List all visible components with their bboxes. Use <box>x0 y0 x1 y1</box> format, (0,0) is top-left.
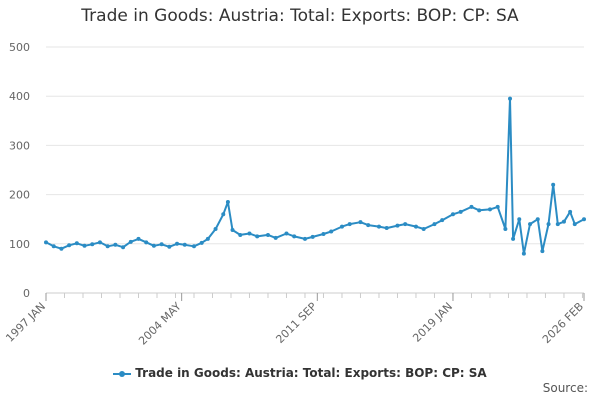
data-point <box>458 209 463 214</box>
data-point <box>265 232 270 237</box>
y-tick-label: 300 <box>9 139 30 152</box>
gridlines <box>46 46 584 245</box>
legend[interactable]: Trade in Goods: Austria: Total: Exports:… <box>0 366 600 380</box>
data-point <box>159 242 164 247</box>
data-point <box>121 245 126 250</box>
data-point <box>568 209 573 214</box>
data-point <box>213 227 218 232</box>
series-line <box>45 97 585 255</box>
data-point <box>136 236 141 241</box>
x-tick-label: 2011 SEP <box>273 300 319 346</box>
data-point <box>175 241 180 246</box>
data-point <box>144 240 149 245</box>
data-point <box>395 223 400 228</box>
data-point <box>413 224 418 229</box>
data-point <box>384 226 389 231</box>
data-point <box>582 217 586 222</box>
data-point <box>82 243 87 248</box>
data-point <box>59 246 64 251</box>
data-point <box>511 236 516 241</box>
data-point <box>284 231 289 236</box>
data-point <box>450 212 455 217</box>
source-label[interactable]: Source: <box>542 381 588 395</box>
data-point <box>521 251 526 256</box>
data-point <box>205 236 210 241</box>
series-group <box>44 96 586 256</box>
data-point <box>555 222 560 227</box>
x-tick-label: 2026 FEB <box>540 300 586 346</box>
data-point <box>421 227 426 232</box>
data-point <box>376 224 381 229</box>
data-point <box>247 231 252 236</box>
x-axis-ticks: 1997 JAN 2004 MAY 2011 SEP 2019 JAN 2026 FEB <box>3 293 586 348</box>
data-point <box>74 241 79 246</box>
data-point <box>339 224 344 229</box>
legend-line-marker-icon <box>113 369 132 379</box>
data-point <box>302 236 307 241</box>
chart-title: Trade in Goods: Austria: Total: Exports:… <box>81 6 519 26</box>
data-point <box>540 249 545 254</box>
data-point <box>90 242 95 247</box>
data-point <box>440 218 445 223</box>
data-point <box>469 204 474 209</box>
data-point <box>97 240 102 245</box>
data-point <box>329 229 334 234</box>
x-tick-label: 2019 JAN <box>410 300 455 345</box>
data-point <box>67 243 72 248</box>
x-axis <box>45 292 584 298</box>
data-point <box>255 234 260 239</box>
data-point <box>572 222 577 227</box>
data-point <box>128 239 133 244</box>
data-point <box>151 243 156 248</box>
data-point <box>546 222 551 227</box>
legend-label: Trade in Goods: Austria: Total: Exports:… <box>135 366 487 380</box>
y-tick-label: 400 <box>9 90 30 103</box>
data-point <box>358 220 363 225</box>
data-point <box>561 219 566 224</box>
data-point <box>167 244 172 249</box>
y-tick-label: 100 <box>9 238 30 251</box>
data-point <box>113 242 118 247</box>
data-point <box>503 227 508 232</box>
data-point <box>238 232 243 237</box>
y-axis-ticks: 0 100 200 300 400 500 <box>9 41 30 300</box>
y-tick-label: 0 <box>23 287 30 300</box>
data-point <box>292 234 297 239</box>
data-point <box>551 182 556 187</box>
data-point <box>191 244 196 249</box>
data-point <box>432 222 437 227</box>
data-point <box>495 204 500 209</box>
data-point <box>535 217 540 222</box>
data-point <box>230 228 235 233</box>
data-point <box>199 240 204 245</box>
data-point <box>477 208 482 213</box>
data-point <box>321 231 326 236</box>
data-point <box>310 234 315 239</box>
data-point <box>105 244 110 249</box>
data-point <box>221 212 226 217</box>
data-point <box>366 223 371 228</box>
data-point <box>51 244 56 249</box>
data-point <box>508 96 513 101</box>
x-tick-label: 2004 MAY <box>136 300 184 348</box>
y-tick-label: 200 <box>9 189 30 202</box>
y-tick-label: 500 <box>9 41 30 54</box>
data-point <box>44 240 48 245</box>
x-tick-label: 1997 JAN <box>3 300 48 345</box>
data-point <box>403 222 408 227</box>
data-point <box>517 217 522 222</box>
data-point <box>347 222 352 227</box>
data-point <box>225 199 230 204</box>
data-point <box>528 222 533 227</box>
data-point <box>182 242 187 247</box>
data-point <box>487 207 492 212</box>
data-point <box>273 235 278 240</box>
